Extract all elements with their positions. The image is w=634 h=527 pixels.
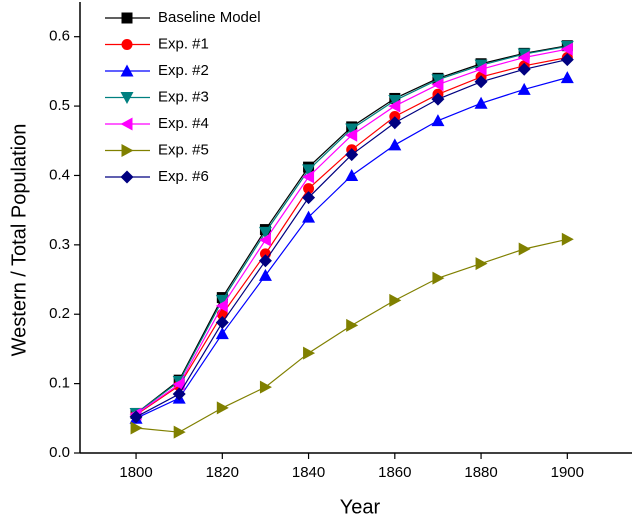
marker (345, 123, 359, 136)
legend-marker (120, 170, 134, 184)
marker (474, 62, 487, 76)
marker (560, 71, 574, 84)
series-line (136, 238, 568, 433)
marker (431, 92, 445, 106)
legend-marker (121, 12, 133, 24)
legend-label: Exp. #5 (158, 141, 209, 158)
marker (431, 114, 445, 127)
legend-marker (120, 92, 134, 104)
marker (474, 75, 488, 89)
marker (215, 294, 229, 307)
marker (388, 116, 402, 130)
x-tick-label: 1820 (206, 464, 239, 481)
marker (475, 257, 488, 271)
legend-marker (121, 39, 133, 50)
marker (346, 318, 359, 332)
legend-marker (120, 117, 133, 131)
legend-label: Exp. #1 (158, 35, 209, 52)
marker (302, 191, 316, 205)
marker (474, 96, 488, 109)
marker (474, 59, 488, 72)
marker (302, 170, 315, 184)
marker (302, 164, 316, 177)
marker (303, 183, 315, 195)
legend-label: Exp. #3 (158, 88, 209, 105)
x-tick-label: 1800 (119, 464, 152, 481)
marker (431, 74, 445, 87)
marker (129, 410, 143, 424)
series-line (135, 56, 568, 416)
marker (215, 299, 228, 313)
marker (259, 380, 272, 394)
x-axis-title: Year (340, 496, 381, 518)
legend-marker (120, 64, 134, 77)
marker (431, 78, 444, 92)
marker (258, 226, 272, 239)
marker (302, 210, 316, 223)
marker (560, 53, 574, 67)
legend-label: Exp. #4 (158, 115, 209, 132)
x-tick-label: 1860 (378, 464, 411, 481)
marker (388, 95, 402, 108)
y-tick-label: 0.0 (49, 444, 70, 461)
series-line (135, 59, 568, 418)
marker (216, 401, 229, 415)
marker (517, 62, 531, 76)
x-tick-label: 1880 (464, 464, 497, 481)
marker (258, 254, 272, 268)
marker (173, 425, 186, 439)
marker (389, 293, 402, 307)
legend-label: Baseline Model (158, 9, 261, 26)
y-tick-label: 0.3 (49, 236, 70, 253)
legend-label: Exp. #2 (158, 62, 209, 79)
marker (388, 138, 402, 151)
legend-marker (121, 144, 134, 157)
y-tick-label: 0.5 (49, 97, 70, 114)
y-tick-label: 0.4 (49, 166, 70, 183)
marker (345, 168, 359, 181)
x-tick-label: 1900 (551, 464, 584, 481)
marker (561, 232, 574, 246)
x-tick-label: 1840 (292, 464, 325, 481)
marker (303, 346, 316, 360)
marker (215, 327, 229, 340)
y-tick-label: 0.1 (49, 375, 70, 392)
marker (215, 316, 229, 330)
marker (130, 421, 143, 435)
marker (345, 128, 358, 142)
marker (388, 99, 401, 113)
marker (518, 242, 531, 256)
marker (432, 271, 445, 285)
marker (258, 233, 271, 247)
marker (517, 51, 530, 65)
marker (560, 42, 573, 56)
y-axis-title: Western / Total Population (8, 124, 30, 357)
marker (345, 148, 359, 162)
marker (258, 268, 272, 281)
marker (517, 82, 531, 95)
y-tick-label: 0.6 (49, 28, 70, 45)
marker (172, 377, 185, 391)
legend-label: Exp. #6 (158, 168, 209, 185)
marker (172, 387, 186, 401)
y-tick-label: 0.2 (49, 305, 70, 322)
